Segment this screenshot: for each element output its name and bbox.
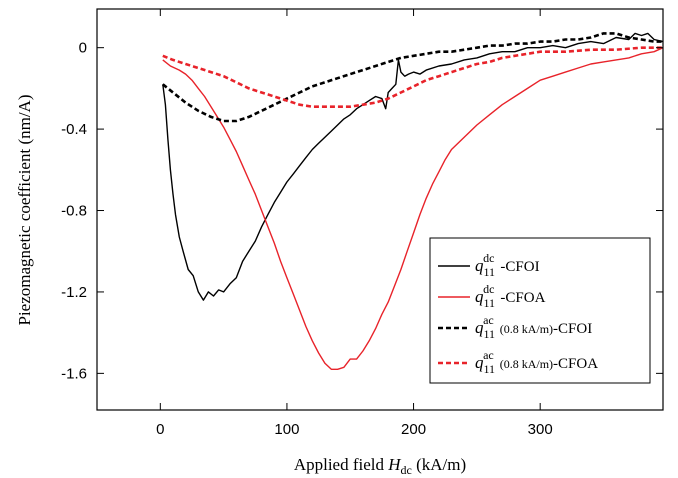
legend: q11dc-CFOI q11dc-CFOA q11ac(0.8 kA/m)-CFOI… <box>429 237 651 384</box>
series-line-1 <box>162 32 664 301</box>
y-tick-label: 0 <box>79 40 87 57</box>
y-axis-title: Piezomagnetic coefficient (nm/A) <box>15 95 34 326</box>
legend-label-4: q11ac(0.8 kA/m)-CFOA <box>475 348 598 376</box>
ticks-layer: 0 100 200 300 0 -0.4 -0.8 -1.2 -1.6 <box>61 9 663 438</box>
y-tick-label: -1.6 <box>61 365 87 382</box>
series-line-2 <box>162 47 664 370</box>
legend-box <box>429 237 651 384</box>
plot-frame <box>96 8 664 411</box>
x-axis-title-var: H <box>387 455 402 474</box>
x-axis-title-sub: dc <box>401 463 412 477</box>
x-tick-label: 100 <box>274 421 299 438</box>
legend-label-3: q11ac(0.8 kA/m)-CFOI <box>475 313 592 341</box>
y-tick-label: -0.8 <box>61 203 87 220</box>
series-line-4 <box>162 46 663 108</box>
y-tick-label: -0.4 <box>61 121 87 138</box>
legend-label-2: q11dc-CFOA <box>475 282 546 310</box>
legend-label-1: q11dc-CFOI <box>475 251 540 279</box>
x-axis-title-prefix: Applied field <box>294 455 388 474</box>
x-tick-label: 0 <box>156 421 164 438</box>
x-axis-title: Applied field Hdc (kA/m) <box>294 455 466 477</box>
series-layer <box>161 32 664 370</box>
x-tick-label: 300 <box>528 421 553 438</box>
x-axis-title-unit: (kA/m) <box>412 455 466 474</box>
y-tick-label: -1.2 <box>61 284 87 301</box>
x-tick-label: 200 <box>401 421 426 438</box>
series-line-3 <box>161 32 663 123</box>
